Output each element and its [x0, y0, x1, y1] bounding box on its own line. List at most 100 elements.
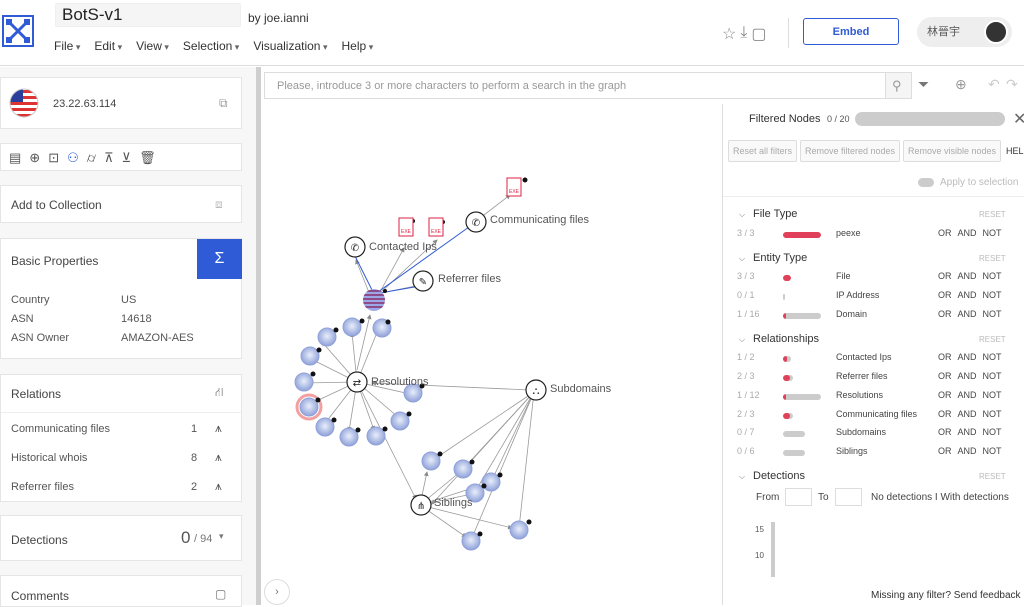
or-button[interactable]: OR [938, 352, 952, 362]
relation-name[interactable]: Referrer files [11, 481, 74, 493]
menu-selection[interactable]: Selection [183, 39, 239, 53]
not-button[interactable]: NOT [982, 309, 1002, 319]
expand-panel-button[interactable]: › [264, 579, 290, 605]
to-input[interactable] [835, 488, 862, 506]
undo-icon[interactable]: ↶ [988, 76, 1000, 92]
help-link[interactable]: HELP [1006, 146, 1024, 156]
not-button[interactable]: NOT [982, 371, 1002, 381]
not-button[interactable]: NOT [982, 427, 1002, 437]
chevron-down-icon[interactable]: ⌵ [739, 335, 746, 344]
filter-icon[interactable]: ⏷ [918, 76, 930, 92]
comments-title: Comments [11, 589, 70, 603]
graph-icon[interactable]: ⛙ [215, 385, 224, 399]
download-icon[interactable]: ⤓ [740, 24, 748, 41]
reset-link[interactable]: RESET [979, 472, 1006, 481]
reset-all-filters-button[interactable]: Reset all filters [728, 140, 798, 162]
embed-button[interactable]: Embed [803, 18, 899, 45]
or-button[interactable]: OR [938, 446, 952, 456]
sigma-button[interactable]: Σ [197, 239, 242, 279]
tag-icon[interactable]: ⌭ [86, 150, 97, 165]
hierarchy-icon[interactable]: ⊻ [121, 150, 132, 165]
or-button[interactable]: OR [938, 290, 952, 300]
or-button[interactable]: OR [938, 271, 952, 281]
menu-view[interactable]: View [136, 39, 169, 53]
not-button[interactable]: NOT [982, 390, 1002, 400]
graph-search-input[interactable]: Please, introduce 3 or more characters t… [264, 72, 886, 99]
search-button[interactable]: ⚲ [886, 72, 912, 99]
and-button[interactable]: AND [957, 409, 977, 419]
not-button[interactable]: NOT [982, 271, 1002, 281]
not-button[interactable]: NOT [982, 290, 1002, 300]
expand-relation-icon[interactable]: ⩚ [215, 421, 222, 435]
add-to-collection[interactable]: Add to Collection ⧈ [0, 185, 242, 223]
filter-name: IP Address [836, 290, 880, 300]
comment-icon[interactable]: ▢ [751, 26, 767, 43]
or-button[interactable]: OR [938, 228, 952, 238]
or-button[interactable]: OR [938, 427, 952, 437]
app-logo-icon[interactable] [2, 15, 34, 47]
filter-row: 2 / 3 Referrer files OR AND NOT [723, 371, 1024, 389]
graph-title-input[interactable]: BotS-v1 [55, 3, 241, 27]
and-button[interactable]: AND [957, 228, 977, 238]
redo-icon[interactable]: ↷ [1006, 76, 1018, 92]
delete-icon[interactable]: 🗑 [139, 150, 156, 165]
remove-visible-nodes-button[interactable]: Remove visible nodes [903, 140, 1002, 162]
detections-panel[interactable]: Detections 0 / 94 ▾ [0, 515, 242, 561]
notes-icon[interactable]: ▤ [9, 150, 22, 165]
svg-text:✎: ✎ [419, 277, 427, 288]
add-node-icon[interactable]: ⊕ [29, 150, 41, 165]
add-circle-icon[interactable]: ⊕ [955, 76, 967, 92]
graph-canvas[interactable]: EXE EXE EXE ✆ ✆ ✎ ⇄ ⛬ ⋔ Communicating files Con… [262, 104, 722, 605]
relation-name[interactable]: Communicating files [11, 423, 111, 435]
chevron-down-icon[interactable]: ⌵ [739, 254, 746, 263]
not-button[interactable]: NOT [982, 228, 1002, 238]
not-button[interactable]: NOT [982, 446, 1002, 456]
not-button[interactable]: NOT [982, 352, 1002, 362]
filter-bar [783, 294, 785, 300]
expand-icon[interactable]: ⚇ [67, 150, 79, 165]
menu-edit[interactable]: Edit [94, 39, 122, 53]
user-menu[interactable]: 林晉宇 [917, 17, 1012, 47]
chevron-down-icon[interactable]: ⌵ [739, 210, 746, 219]
and-button[interactable]: AND [957, 427, 977, 437]
and-button[interactable]: AND [957, 352, 977, 362]
expand-relation-icon[interactable]: ⩚ [215, 479, 222, 493]
expand-relation-icon[interactable]: ⩚ [215, 450, 222, 464]
and-button[interactable]: AND [957, 290, 977, 300]
and-button[interactable]: AND [957, 371, 977, 381]
relation-name[interactable]: Historical whois [11, 452, 88, 464]
menu-visualization[interactable]: Visualization [253, 39, 327, 53]
detections-mode[interactable]: No detections I With detections [871, 492, 1009, 503]
comment-icon[interactable]: ▢ [215, 587, 227, 601]
or-button[interactable]: OR [938, 371, 952, 381]
and-button[interactable]: AND [957, 390, 977, 400]
reset-link[interactable]: RESET [979, 335, 1006, 344]
reset-link[interactable]: RESET [979, 254, 1006, 263]
and-button[interactable]: AND [957, 309, 977, 319]
reset-link[interactable]: RESET [979, 210, 1006, 219]
menu-file[interactable]: File [54, 39, 80, 53]
star-icon[interactable]: ☆ [722, 26, 737, 43]
or-button[interactable]: OR [938, 409, 952, 419]
feedback-link[interactable]: Missing any filter? Send feedback [871, 590, 1021, 601]
comments-panel[interactable]: Comments ▢ [0, 575, 242, 607]
not-button[interactable]: NOT [982, 409, 1002, 419]
or-button[interactable]: OR [938, 390, 952, 400]
divider [788, 18, 789, 48]
chevron-right-icon: › [275, 586, 279, 598]
relation-count: 2 [191, 481, 198, 493]
tree-icon[interactable]: ⊼ [104, 150, 114, 165]
and-button[interactable]: AND [957, 271, 977, 281]
or-button[interactable]: OR [938, 309, 952, 319]
chevron-down-icon[interactable]: ⌵ [739, 472, 746, 481]
copy-icon[interactable]: ⧉ [219, 96, 228, 110]
close-icon[interactable]: ✕ [1013, 111, 1024, 128]
menu-help[interactable]: Help [342, 39, 374, 53]
focus-icon[interactable]: ⊡ [48, 150, 60, 165]
from-input[interactable] [785, 488, 812, 506]
remove-filtered-nodes-button[interactable]: Remove filtered nodes [800, 140, 901, 162]
sidebar-scrollbar[interactable] [256, 67, 261, 605]
apply-selection-toggle[interactable] [918, 178, 934, 187]
and-button[interactable]: AND [957, 446, 977, 456]
chevron-down-icon[interactable]: ▾ [219, 531, 224, 541]
